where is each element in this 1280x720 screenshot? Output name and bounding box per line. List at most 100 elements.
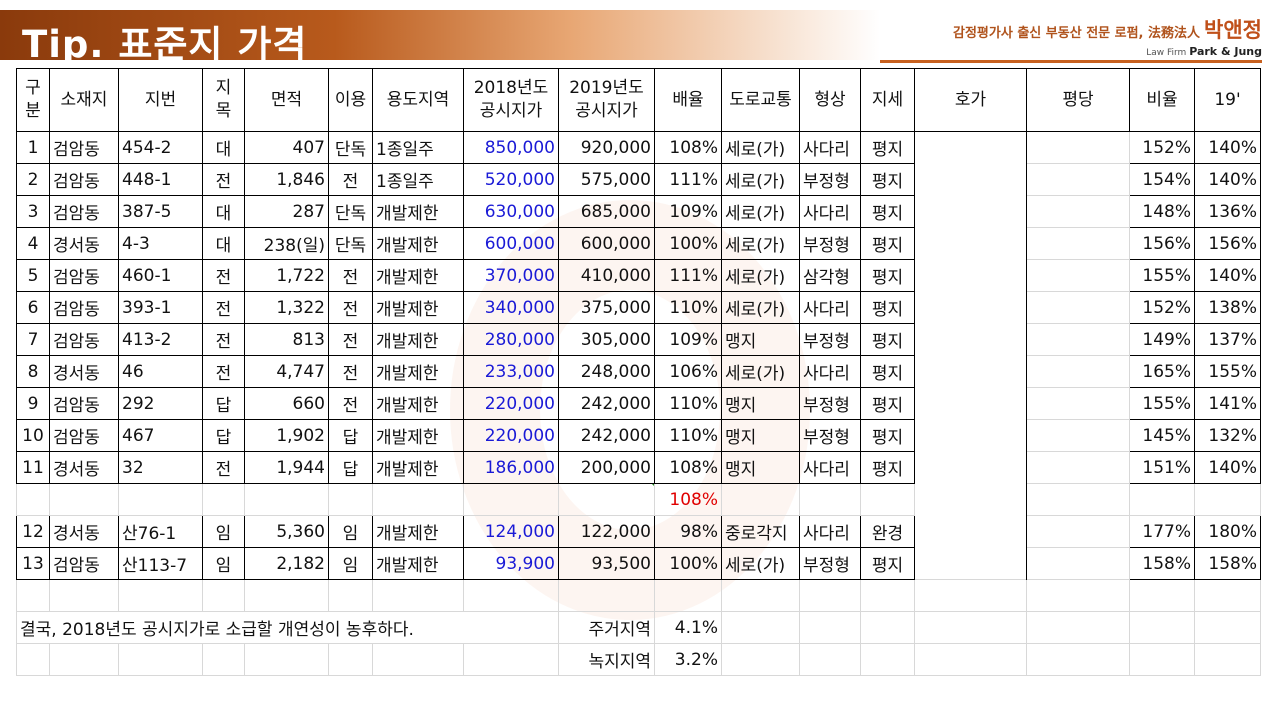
empty-cell: [16, 643, 50, 676]
row-bi: 145%: [1129, 419, 1195, 452]
footer-row-green: 녹지지역 3.2%: [16, 643, 1261, 676]
row-price-2018: 220,000: [463, 387, 559, 420]
row-zone: 개발제한: [372, 355, 464, 388]
row-road: 세로(가): [721, 227, 800, 260]
row-jimok: 전: [202, 451, 245, 484]
row-y19: 180%: [1194, 515, 1261, 548]
brand-tagline: 감정평가사 출신 부동산 전문 로펌, 法務法人: [953, 26, 1201, 41]
col-header-gubun: 구 분: [16, 68, 50, 132]
row-lot-number: 산76-1: [118, 515, 203, 548]
row-pyeongdang: [1026, 131, 1130, 164]
row-number: 11: [16, 451, 50, 484]
empty-cell: [860, 483, 915, 516]
row-number: 1: [16, 131, 50, 164]
empty-cell: [1194, 643, 1261, 676]
row-zone: 개발제한: [372, 515, 464, 548]
row-use: 임: [328, 515, 373, 548]
row-price-2018: 630,000: [463, 195, 559, 228]
row-hoga: [914, 547, 1027, 580]
row-bi: 149%: [1129, 323, 1195, 356]
row-hoga: [914, 515, 1027, 548]
empty-cell: [49, 483, 119, 516]
row-road: 맹지: [721, 419, 800, 452]
brand-logo: 감정평가사 출신 부동산 전문 로펌, 法務法人 박앤정 Law Firm Par…: [953, 14, 1262, 58]
row-location: 검암동: [49, 419, 119, 452]
row-jimok: 대: [202, 131, 245, 164]
row-bi: 152%: [1129, 291, 1195, 324]
table-row: 10 검암동 467 답 1,902 답 개발제한 220,000 242,000 110% 맹지 부…: [16, 419, 1261, 452]
row-shape: 부정형: [799, 163, 861, 196]
empty-cell: [799, 643, 861, 676]
empty-cell: [16, 483, 50, 516]
row-area: 1,846: [244, 163, 329, 196]
row-terrain: 평지: [860, 387, 915, 420]
brand-name: 박앤정: [1204, 18, 1262, 42]
row-number: 2: [16, 163, 50, 196]
row-pyeongdang: [1026, 451, 1130, 484]
empty-cell: [721, 643, 800, 676]
average-ratio: 108%: [654, 483, 722, 516]
row-shape: 부정형: [799, 227, 861, 260]
row-hoga: [914, 387, 1027, 420]
empty-cell: [1026, 643, 1130, 676]
row-use: 전: [328, 163, 373, 196]
row-area: 1,322: [244, 291, 329, 324]
row-shape: 사다리: [799, 131, 861, 164]
row-location: 경서동: [49, 227, 119, 260]
row-y19: 136%: [1194, 195, 1261, 228]
row-use: 전: [328, 291, 373, 324]
cell-comment-marker: [650, 484, 654, 488]
row-price-2019: 242,000: [558, 387, 655, 420]
table-row: 8 경서동 46 전 4,747 전 개발제한 233,000 248,000 106% 세로(가)…: [16, 355, 1261, 388]
row-ratio: 108%: [654, 131, 722, 164]
row-road: 맹지: [721, 451, 800, 484]
row-area: 813: [244, 323, 329, 356]
row-shape: 삼각형: [799, 259, 861, 292]
row-area: 1,902: [244, 419, 329, 452]
row-lot-number: 46: [118, 355, 203, 388]
row-price-2019: 600,000: [558, 227, 655, 260]
row-zone: 개발제한: [372, 419, 464, 452]
table-row: 4 경서동 4-3 대 238(일) 단독 개발제한 600,000 600,000 100% 세로…: [16, 227, 1261, 260]
empty-cell: [118, 579, 203, 612]
row-hoga: [914, 419, 1027, 452]
row-pyeongdang: [1026, 419, 1130, 452]
empty-cell: [202, 579, 245, 612]
row-zone: 1종일주: [372, 131, 464, 164]
table-row: 2 검암동 448-1 전 1,846 전 1종일주 520,000 575,000 111% 세로…: [16, 163, 1261, 196]
empty-cell: [860, 579, 915, 612]
row-location: 경서동: [49, 515, 119, 548]
row-road: 세로(가): [721, 163, 800, 196]
row-pyeongdang: [1026, 515, 1130, 548]
row-ratio: 111%: [654, 163, 722, 196]
row-area: 287: [244, 195, 329, 228]
row-price-2018: 93,900: [463, 547, 559, 580]
empty-cell: [721, 483, 800, 516]
row-area: 1,722: [244, 259, 329, 292]
row-pyeongdang: [1026, 227, 1130, 260]
row-bi: 177%: [1129, 515, 1195, 548]
row-ratio: 100%: [654, 547, 722, 580]
row-hoga: [914, 291, 1027, 324]
col-header-zone: 용도지역: [372, 68, 464, 132]
row-jimok: 전: [202, 355, 245, 388]
row-ratio: 110%: [654, 291, 722, 324]
row-zone: 개발제한: [372, 451, 464, 484]
row-area: 407: [244, 131, 329, 164]
row-zone: 개발제한: [372, 227, 464, 260]
row-road: 세로(가): [721, 547, 800, 580]
row-jimok: 전: [202, 291, 245, 324]
row-y19: 140%: [1194, 259, 1261, 292]
row-bi: 156%: [1129, 227, 1195, 260]
empty-cell: [799, 611, 861, 644]
row-location: 경서동: [49, 451, 119, 484]
row-area: 660: [244, 387, 329, 420]
row-use: 답: [328, 451, 373, 484]
row-lot-number: 산113-7: [118, 547, 203, 580]
empty-cell: [244, 579, 329, 612]
empty-cell: [118, 643, 203, 676]
row-price-2018: 124,000: [463, 515, 559, 548]
row-terrain: 평지: [860, 547, 915, 580]
row-ratio: 98%: [654, 515, 722, 548]
row-price-2019: 242,000: [558, 419, 655, 452]
